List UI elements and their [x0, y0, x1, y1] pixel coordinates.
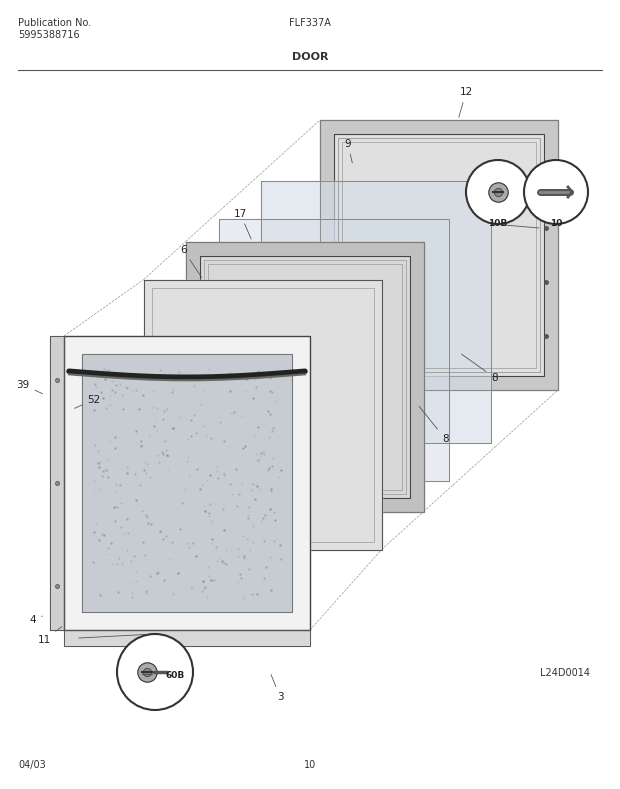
Text: 9: 9 [345, 139, 352, 163]
Polygon shape [82, 354, 292, 612]
Polygon shape [50, 336, 64, 630]
Circle shape [524, 160, 588, 224]
Text: 60B: 60B [165, 671, 184, 680]
Polygon shape [64, 630, 310, 646]
Text: 12: 12 [459, 87, 472, 118]
Polygon shape [64, 336, 310, 630]
Text: ereplacementparts.com: ereplacementparts.com [235, 413, 385, 427]
Polygon shape [219, 219, 449, 481]
Polygon shape [185, 241, 423, 511]
Text: 39: 39 [16, 380, 43, 394]
Text: 6: 6 [180, 245, 202, 277]
Polygon shape [200, 256, 410, 498]
Polygon shape [320, 120, 558, 390]
Polygon shape [334, 134, 544, 376]
Text: FLF337A: FLF337A [289, 18, 331, 28]
Polygon shape [144, 279, 381, 550]
Text: 17: 17 [234, 208, 251, 239]
Text: 8: 8 [419, 406, 449, 444]
Text: 10: 10 [550, 219, 562, 228]
Text: Publication No.: Publication No. [18, 18, 91, 28]
Text: L24D0014: L24D0014 [540, 668, 590, 678]
Circle shape [117, 634, 193, 710]
Text: 4: 4 [30, 615, 42, 625]
Text: 10: 10 [304, 760, 316, 770]
Text: 8: 8 [461, 354, 498, 383]
Polygon shape [261, 181, 491, 443]
Text: 10B: 10B [489, 219, 508, 228]
Text: 04/03: 04/03 [18, 760, 46, 770]
Text: 5995388716: 5995388716 [18, 30, 79, 40]
Circle shape [466, 160, 530, 224]
Text: 11: 11 [37, 626, 62, 645]
Text: 3: 3 [271, 675, 283, 702]
Text: 52: 52 [74, 394, 100, 409]
Text: DOOR: DOOR [292, 52, 328, 62]
